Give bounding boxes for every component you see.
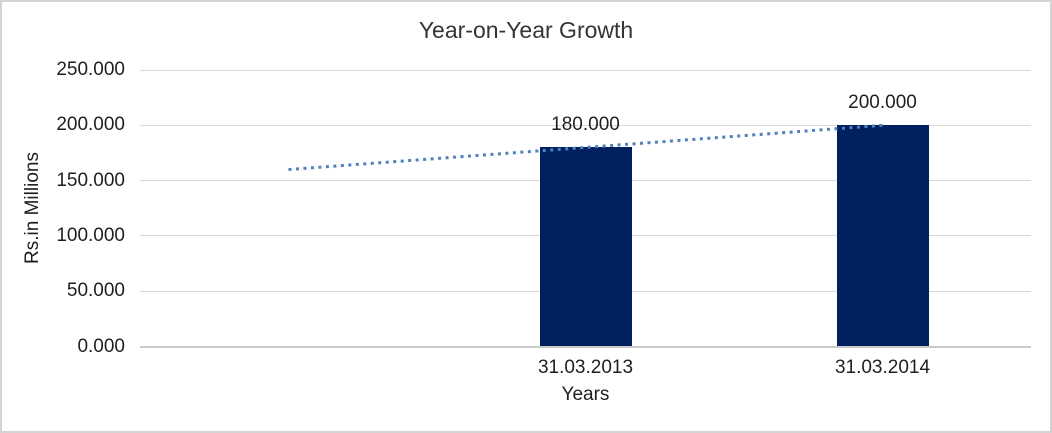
y-tick-label: 50.000 (66, 280, 125, 302)
bar (836, 125, 929, 347)
x-category-label: 31.03.2013 (537, 357, 634, 378)
bar (539, 147, 632, 347)
bar-value-label: 180.000 (551, 114, 620, 136)
gridline (140, 69, 1031, 71)
y-tick-label: 200.000 (56, 114, 125, 136)
x-axis-line (140, 345, 1031, 348)
x-axis-title: Years (561, 384, 610, 405)
y-tick-label: 100.000 (56, 224, 125, 246)
y-tick-label: 150.000 (56, 169, 125, 191)
y-tick-label: 0.000 (77, 335, 125, 357)
x-category-label: 31.03.2014 (834, 357, 931, 378)
chart-title: Year-on-Year Growth (418, 17, 634, 43)
bar-value-label: 200.000 (848, 92, 917, 114)
y-tick-label: 250.000 (56, 59, 125, 80)
